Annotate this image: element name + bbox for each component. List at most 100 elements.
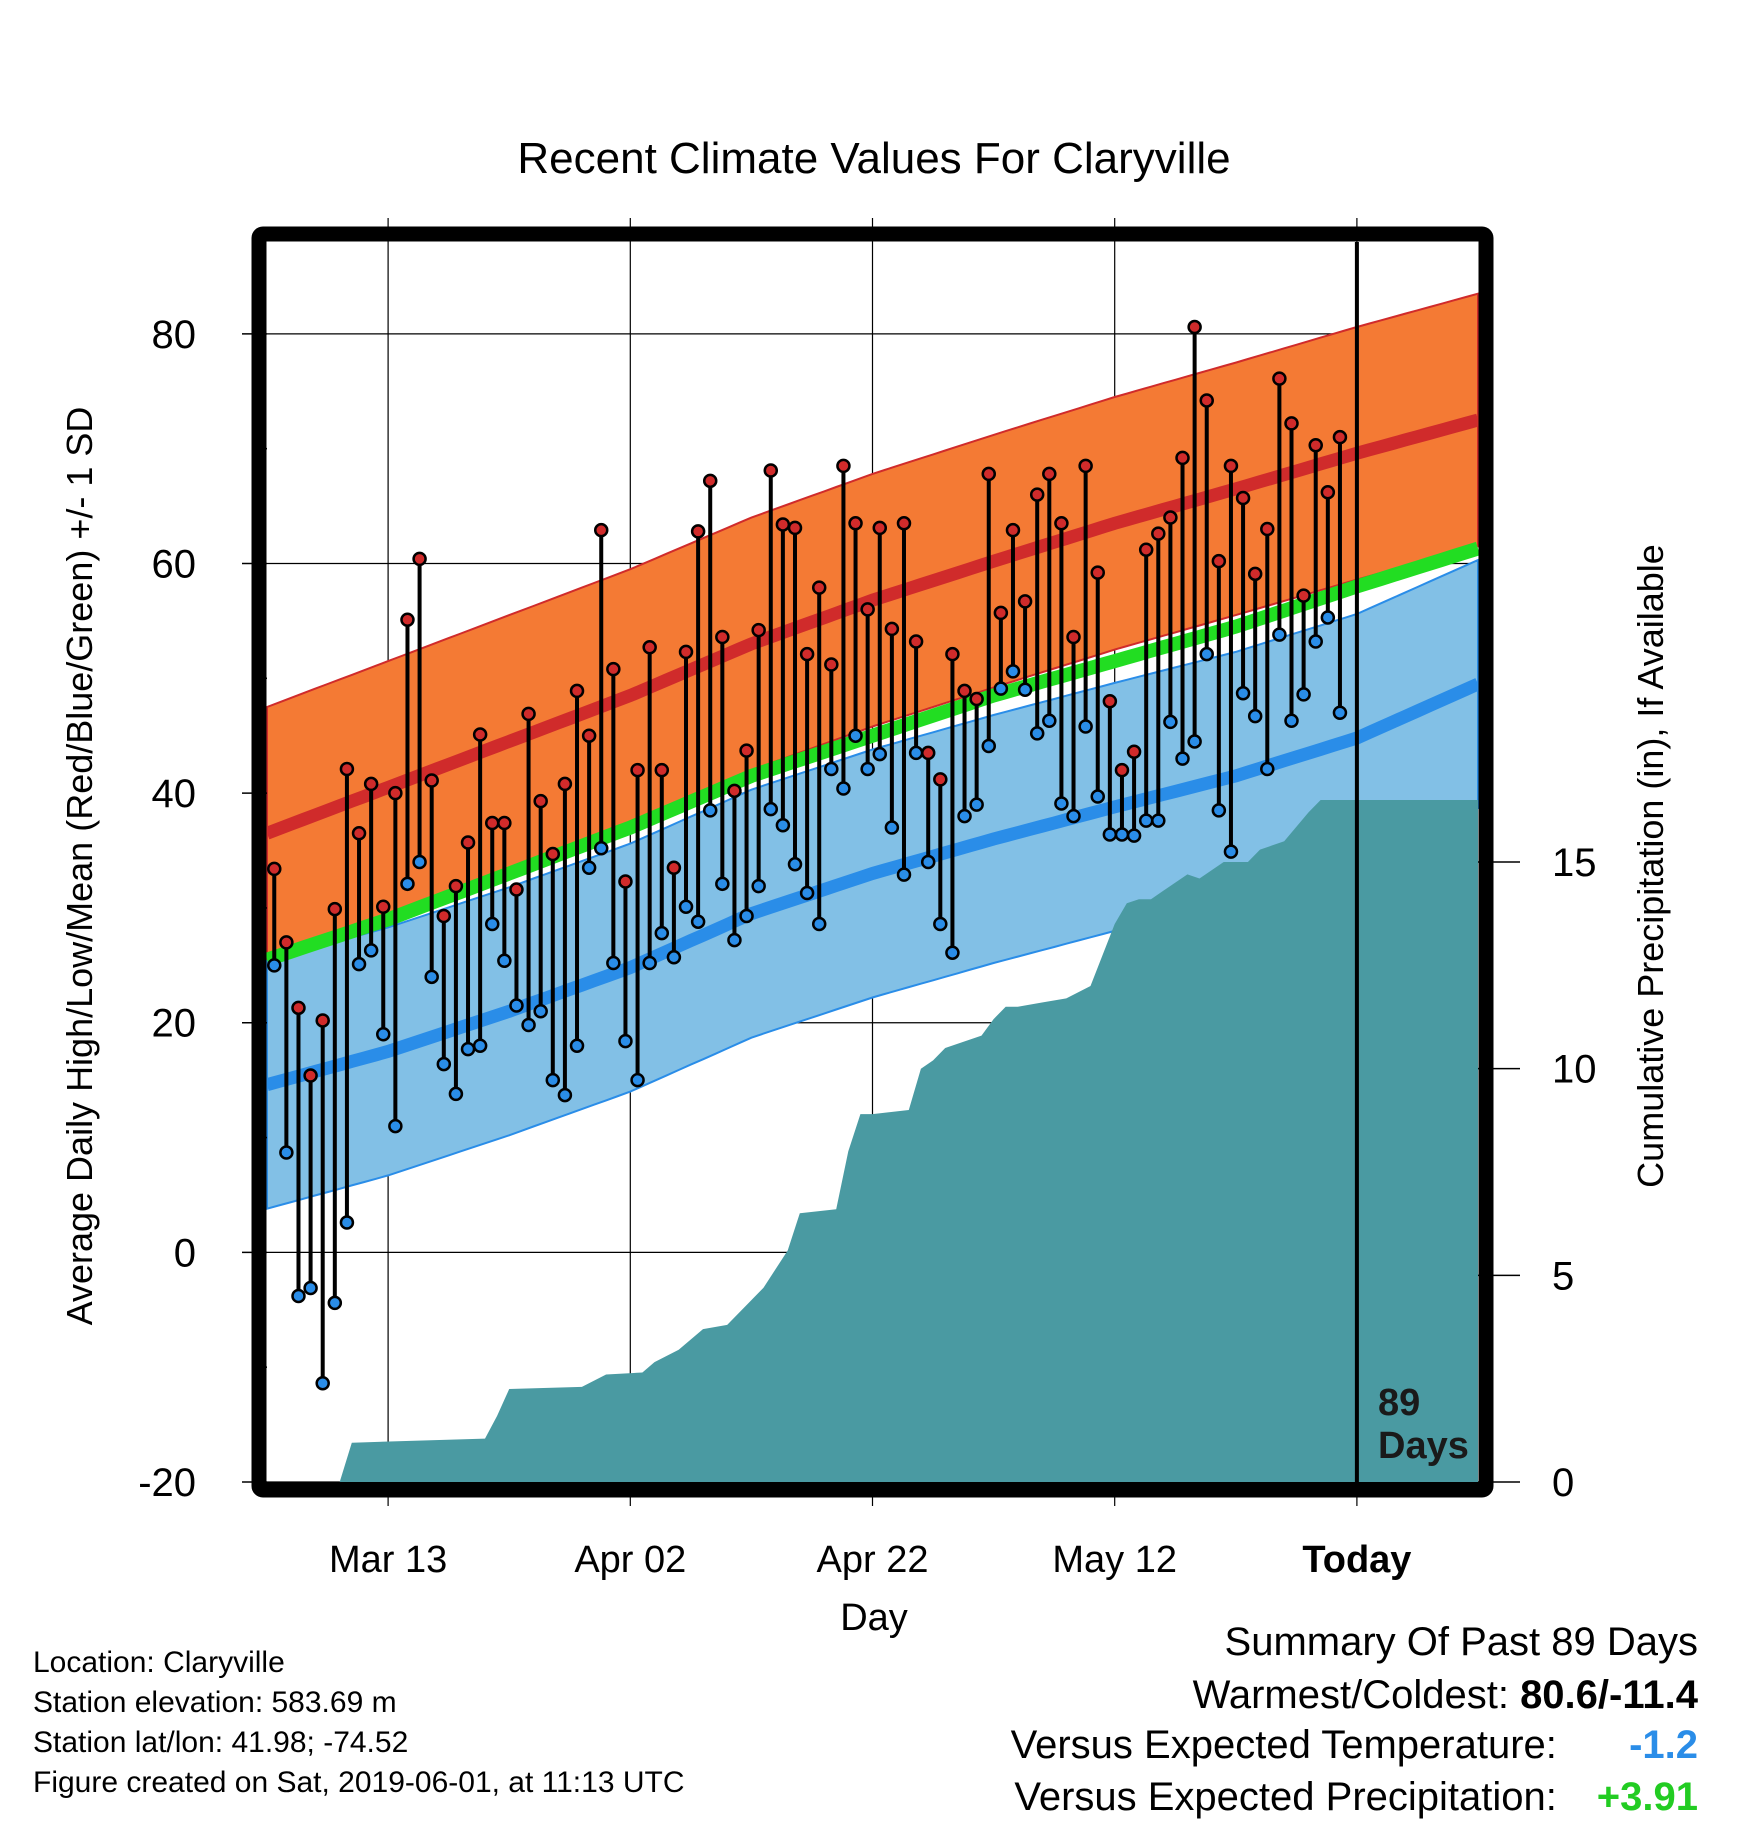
daily-low-point [1138,813,1154,828]
daily-low-point [436,1056,452,1072]
daily-low-point [424,969,439,985]
y-tick-label: 40 [152,772,197,816]
daily-high-point [557,776,573,792]
y2-tick-label: 5 [1552,1254,1574,1298]
daily-low-point [957,808,972,824]
daily-high-point [1163,510,1178,525]
daily-low-point [521,1017,536,1033]
daily-low-point [533,1004,548,1019]
x-tick-label: Apr 22 [817,1539,929,1581]
footer-elevation: Station elevation: 583.69 m [33,1686,397,1719]
daily-low-point [630,1072,645,1088]
daily-low-point [787,857,803,872]
daily-high-point [702,473,718,489]
daily-high-point [1272,371,1287,386]
daily-high-point [376,899,391,915]
daily-high-point [811,580,827,595]
daily-low-point [945,945,960,960]
daily-low-point [1175,751,1190,766]
daily-low-point [1199,646,1214,662]
daily-low-point [606,955,621,971]
daily-high-point [933,772,948,787]
days-unit-label: Days [1378,1425,1469,1467]
daily-high-point [763,463,779,478]
daily-low-point [351,956,367,972]
daily-high-point [581,728,597,743]
daily-low-point [642,955,657,971]
daily-high-point [1296,588,1311,603]
daily-high-point [1284,416,1299,431]
daily-high-point [351,826,367,841]
y2-tick-label: 10 [1552,1048,1597,1092]
daily-low-point [1017,682,1033,698]
daily-high-point [884,621,900,637]
daily-low-point [896,867,912,882]
daily-high-point [969,691,984,707]
daily-high-point [920,745,936,761]
daily-low-point [279,1145,294,1160]
daily-high-point [1175,450,1190,466]
daily-high-point [715,629,730,645]
daily-high-point [945,646,960,662]
daily-low-point [1223,844,1239,859]
daily-low-point [472,1038,488,1053]
summary-warmest-value: 80.6/-11.4 [1520,1673,1698,1717]
daily-low-point [1260,761,1275,777]
daily-low-point [1308,634,1323,649]
daily-high-point [1211,553,1227,569]
daily-high-point [848,516,863,531]
daily-high-point [1029,487,1045,502]
daily-high-point [315,1013,330,1028]
x-tick-label: May 12 [1052,1539,1177,1581]
precipitation-area [339,800,1479,1482]
daily-high-point [484,815,500,831]
daily-low-point [824,761,839,777]
daily-low-point [557,1087,573,1103]
daily-high-point [606,661,621,677]
daily-low-point [1187,734,1202,749]
daily-low-point [654,925,670,941]
y2-axis-label: Cumulative Precipitation (in), If Availa… [1630,544,1671,1188]
daily-low-point [908,745,924,761]
daily-high-point [1017,594,1033,609]
daily-low-point [1078,719,1093,734]
daily-low-point [400,876,415,892]
daily-high-point [678,644,694,660]
daily-low-point [363,943,379,958]
daily-high-point [690,524,706,539]
daily-high-point [993,605,1009,621]
daily-range-bars [267,319,1348,1391]
daily-low-point [1163,714,1178,730]
daily-high-point [1078,458,1093,474]
summary-heading: Summary Of Past 89 Days [1224,1620,1698,1664]
daily-high-point [497,815,512,831]
daily-low-point [448,1086,464,1102]
daily-low-point [884,820,900,835]
daily-high-point [1260,521,1275,537]
daily-low-point [872,746,888,762]
daily-low-point [1029,726,1045,741]
daily-low-point [1005,664,1021,679]
footer-created: Figure created on Sat, 2019-06-01, at 11… [33,1766,685,1799]
daily-low-point [1332,705,1348,720]
summary-precip-value: +3.91 [1596,1775,1698,1819]
daily-high-point [1138,542,1154,557]
daily-low-point [836,781,851,796]
daily-low-point [811,916,827,932]
daily-low-point [581,860,597,875]
summary-precip: Versus Expected Precipitation: +3.91 [1014,1772,1698,1822]
daily-high-point [1308,437,1323,453]
daily-high-point [908,634,924,649]
daily-high-point [1126,744,1142,760]
daily-high-point [1090,565,1105,580]
daily-low-point [1114,827,1130,842]
daily-low-point [666,950,682,965]
y-tick-label: 60 [152,542,197,586]
daily-high-point [303,1068,318,1083]
daily-low-point [497,953,512,968]
daily-low-point [969,797,984,812]
daily-high-point [739,743,754,758]
daily-low-point [1090,789,1105,804]
daily-high-point [279,935,294,950]
